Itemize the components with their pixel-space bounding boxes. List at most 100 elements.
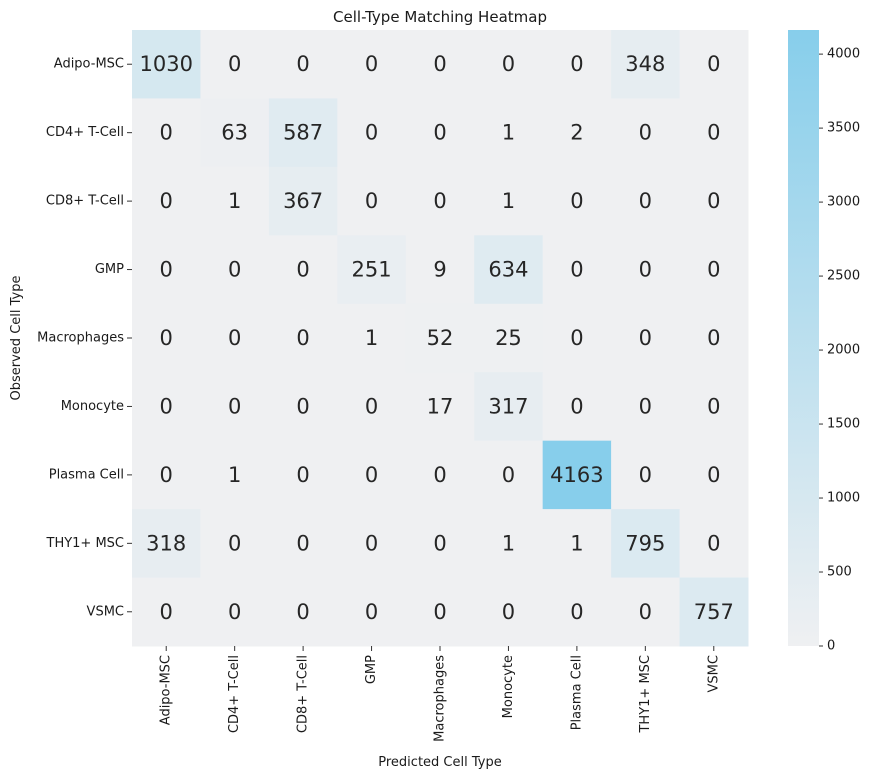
cell-value-label: 0 xyxy=(707,258,720,282)
colorbar-tick-label: 2500 xyxy=(827,269,860,284)
cell-value-label: 0 xyxy=(433,189,446,213)
x-axis-label: Predicted Cell Type xyxy=(378,755,501,770)
cell-value-label: 0 xyxy=(639,189,652,213)
x-tick-label: Monocyte xyxy=(501,655,516,718)
x-tick-label: CD8+ T-Cell xyxy=(296,655,311,733)
colorbar-tick-label: 1000 xyxy=(827,491,860,506)
cell-value-label: 0 xyxy=(502,463,515,487)
heatmap-cell xyxy=(679,30,749,99)
cell-value-label: 0 xyxy=(570,600,583,624)
heatmap-cell xyxy=(405,166,475,236)
heatmap-cell xyxy=(200,235,270,305)
colorbar-tick-label: 1500 xyxy=(827,417,860,432)
y-axis-ticks: Adipo-MSC CD4+ T-Cell CD8+ T-Cell GMP Macrop… xyxy=(37,57,132,619)
colorbar-tick-label: 3500 xyxy=(827,121,860,136)
heatmap-cell xyxy=(542,372,612,442)
heatmap-cell xyxy=(132,235,201,305)
heatmap-cell xyxy=(542,98,612,168)
heatmap-cell xyxy=(268,577,338,647)
colorbar-tick-label: 4000 xyxy=(827,47,860,62)
cell-value-label: 1 xyxy=(502,531,515,555)
cell-value-label: 251 xyxy=(352,258,392,282)
cell-value-label: 0 xyxy=(160,394,173,418)
heatmap-cell xyxy=(679,166,749,236)
y-tick-label: Macrophages xyxy=(37,331,124,346)
cell-value-label: 0 xyxy=(433,121,446,145)
cell-value-label: 587 xyxy=(283,121,323,145)
cell-value-label: 0 xyxy=(160,189,173,213)
cell-value-label: 0 xyxy=(433,52,446,76)
cell-value-label: 0 xyxy=(707,52,720,76)
x-axis-ticks: Adipo-MSC CD4+ T-Cell CD8+ T-Cell GMP Macrop… xyxy=(159,646,721,742)
cell-value-label: 0 xyxy=(296,326,309,350)
y-tick-label: Monocyte xyxy=(61,399,124,414)
heatmap-cell xyxy=(611,440,681,510)
cell-value-label: 0 xyxy=(365,394,378,418)
heatmap-cell xyxy=(337,235,407,305)
x-tick-label: CD4+ T-Cell xyxy=(227,655,242,733)
heatmap-cell xyxy=(337,440,407,510)
cell-value-label: 9 xyxy=(433,258,446,282)
cell-value-label: 1 xyxy=(365,326,378,350)
cell-value-label: 0 xyxy=(570,326,583,350)
cell-value-label: 0 xyxy=(639,258,652,282)
x-tick-label: THY1+ MSC xyxy=(638,655,653,734)
heatmap-cell xyxy=(200,30,270,99)
cell-value-label: 0 xyxy=(365,189,378,213)
colorbar-tick-label: 2000 xyxy=(827,343,860,358)
cell-value-label: 0 xyxy=(228,326,241,350)
heatmap-cell xyxy=(474,509,544,579)
cell-value-label: 0 xyxy=(707,326,720,350)
cell-value-label: 0 xyxy=(570,258,583,282)
heatmap-cell xyxy=(542,303,612,373)
heatmap-cell xyxy=(268,98,338,168)
cell-value-label: 0 xyxy=(639,326,652,350)
heatmap-cell xyxy=(132,372,201,442)
heatmap-cell xyxy=(200,509,270,579)
heatmap-cell xyxy=(337,166,407,236)
heatmap-cell xyxy=(679,577,749,647)
cell-value-label: 0 xyxy=(570,189,583,213)
heatmap-cell xyxy=(542,235,612,305)
cell-value-label: 0 xyxy=(707,189,720,213)
heatmap-cell xyxy=(200,166,270,236)
heatmap-cell xyxy=(200,577,270,647)
x-tick-label: Macrophages xyxy=(433,655,448,742)
cell-value-label: 0 xyxy=(296,394,309,418)
heatmap-cell xyxy=(268,30,338,99)
heatmap-cell-labels: 1030 0 0 0 0 0 0 348 0 0 63 587 0 0 1 2 0 0 0 1 367 0 0 1 0 0 0 0 0 0… xyxy=(139,52,733,624)
cell-value-label: 1030 xyxy=(139,52,192,76)
cell-value-label: 0 xyxy=(502,52,515,76)
heatmap-cell xyxy=(405,303,475,373)
x-tick-label: GMP xyxy=(364,655,379,684)
heatmap-cell xyxy=(405,509,475,579)
heatmap-cell xyxy=(268,372,338,442)
heatmap-cell xyxy=(337,372,407,442)
cell-value-label: 0 xyxy=(160,463,173,487)
cell-value-label: 0 xyxy=(228,52,241,76)
cell-value-label: 0 xyxy=(570,394,583,418)
cell-value-label: 1 xyxy=(228,463,241,487)
colorbar-ticks: 0 500 1000 1500 2000 2500 3000 3500 4000 xyxy=(819,47,860,654)
cell-value-label: 634 xyxy=(488,258,528,282)
heatmap-cell xyxy=(679,98,749,168)
y-tick-label: CD4+ T-Cell xyxy=(46,125,124,140)
cell-value-label: 1 xyxy=(570,531,583,555)
cell-value-label: 0 xyxy=(296,531,309,555)
cell-value-label: 0 xyxy=(707,463,720,487)
heatmap-cell xyxy=(268,235,338,305)
cell-value-label: 0 xyxy=(570,52,583,76)
heatmap-cell xyxy=(679,235,749,305)
heatmap-cell xyxy=(542,166,612,236)
y-tick-label: GMP xyxy=(95,262,124,277)
heatmap-cell xyxy=(132,303,201,373)
cell-value-label: 0 xyxy=(639,394,652,418)
heatmap-cell xyxy=(132,30,201,99)
x-tick-label: Adipo-MSC xyxy=(159,655,174,725)
cell-value-label: 1 xyxy=(502,121,515,145)
heatmap-cell xyxy=(200,372,270,442)
heatmap-cell xyxy=(542,440,612,510)
heatmap-cells xyxy=(132,30,749,647)
heatmap-cell xyxy=(200,303,270,373)
